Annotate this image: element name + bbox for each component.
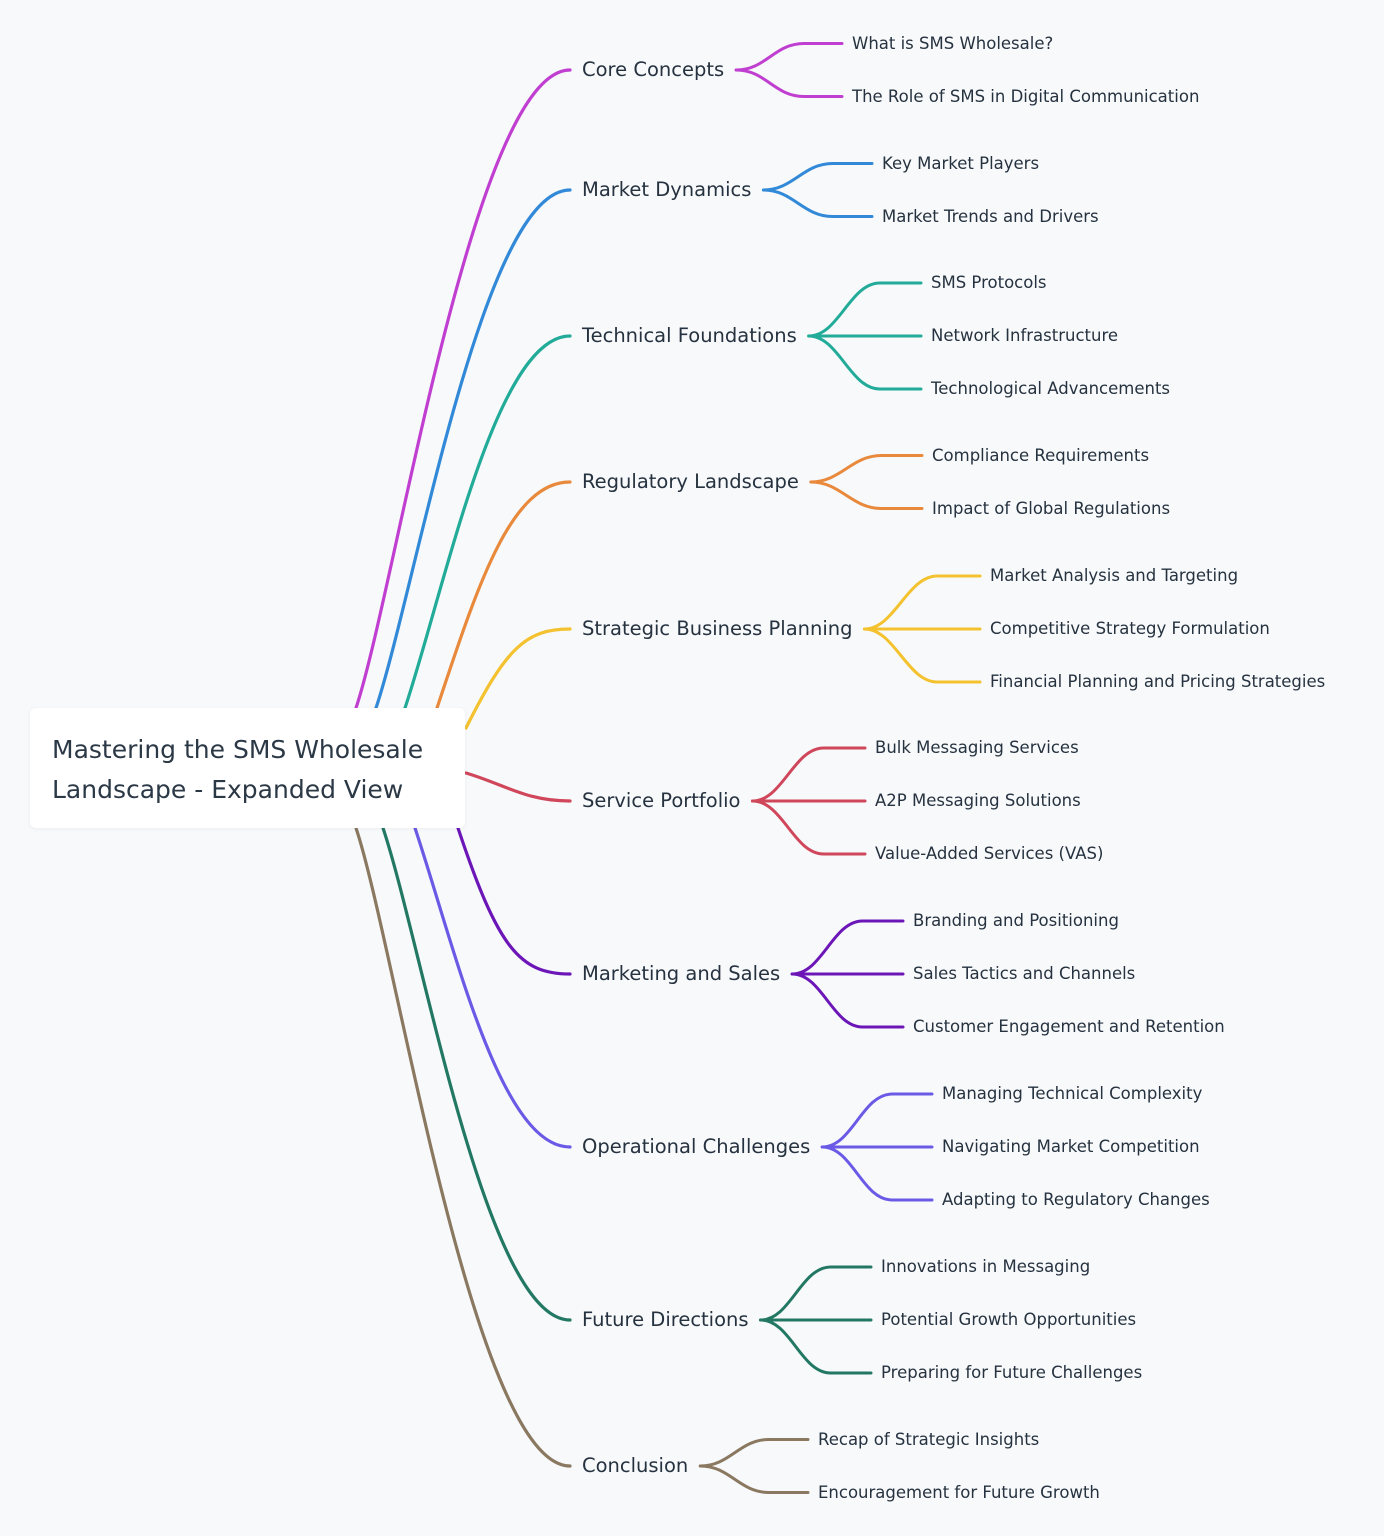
leaf-market-trends-and-drivers[interactable]: Market Trends and Drivers: [882, 206, 1099, 226]
branch-conclusion[interactable]: Conclusion: [582, 1454, 689, 1477]
connector-core-concepts-to-the-role-of-sms-in-digital-communication: [734, 68, 844, 98]
connector-conclusion-to-recap-of-strategic-insights: [698, 1438, 810, 1468]
connector-marketing-and-sales-to-customer-engagement-and-retention: [790, 972, 905, 1029]
leaf-value-added-services-vas[interactable]: Value-Added Services (VAS): [875, 844, 1104, 863]
leaf-recap-of-strategic-insights[interactable]: Recap of Strategic Insights: [818, 1429, 1040, 1449]
connector-service-portfolio-to-value-added-services-vas: [750, 799, 867, 856]
connector-service-portfolio-to-bulk-messaging-services: [750, 746, 867, 803]
central-topic-node[interactable]: Mastering the SMS Wholesale Landscape - …: [30, 708, 465, 828]
connector-marketing-and-sales-to-branding-and-positioning: [790, 919, 905, 976]
connector-future-directions-to-innovations-in-messaging: [759, 1265, 873, 1322]
connector-root-to-regulatory-landscape: [435, 480, 572, 710]
connector-root-to-operational-challenges: [413, 826, 572, 1149]
branch-strategic-business-planning[interactable]: Strategic Business Planning: [582, 617, 853, 640]
connector-root-to-service-portfolio: [464, 771, 572, 803]
leaf-encouragement-for-future-growth[interactable]: Encouragement for Future Growth: [818, 1482, 1100, 1502]
leaf-financial-planning-and-pricing-strategies[interactable]: Financial Planning and Pricing Strategie…: [990, 672, 1326, 691]
leaf-network-infrastructure[interactable]: Network Infrastructure: [931, 326, 1119, 345]
connector-root-to-marketing-and-sales: [456, 826, 572, 976]
branch-technical-foundations[interactable]: Technical Foundations: [582, 324, 797, 347]
leaf-branding-and-positioning[interactable]: Branding and Positioning: [913, 911, 1119, 930]
connector-strategic-business-planning-to-market-analysis-and-targeting: [863, 574, 982, 631]
connector-operational-challenges-to-managing-technical-complexity: [820, 1092, 934, 1149]
branch-service-portfolio[interactable]: Service Portfolio: [582, 789, 741, 812]
connector-root-to-core-concepts: [354, 68, 572, 710]
connector-core-concepts-to-what-is-sms-wholesale: [734, 42, 844, 72]
connector-market-dynamics-to-key-market-players: [761, 162, 874, 192]
connector-root-to-market-dynamics: [374, 188, 572, 710]
leaf-sms-protocols[interactable]: SMS Protocols: [931, 273, 1047, 292]
leaf-impact-of-global-regulations[interactable]: Impact of Global Regulations: [932, 498, 1171, 518]
leaf-navigating-market-competition[interactable]: Navigating Market Competition: [942, 1137, 1200, 1156]
leaf-what-is-sms-wholesale[interactable]: What is SMS Wholesale?: [852, 33, 1054, 53]
leaf-key-market-players[interactable]: Key Market Players: [882, 153, 1040, 173]
central-topic-line-2: Landscape - Expanded View: [52, 775, 404, 804]
leaf-potential-growth-opportunities[interactable]: Potential Growth Opportunities: [881, 1310, 1137, 1329]
connector-market-dynamics-to-market-trends-and-drivers: [761, 188, 874, 218]
connector-future-directions-to-preparing-for-future-challenges: [759, 1318, 873, 1375]
leaf-the-role-of-sms-in-digital-communication[interactable]: The Role of SMS in Digital Communication: [852, 86, 1200, 106]
connector-root-to-strategic-business-planning: [464, 627, 572, 730]
leaf-customer-engagement-and-retention[interactable]: Customer Engagement and Retention: [913, 1017, 1225, 1036]
leaf-competitive-strategy-formulation[interactable]: Competitive Strategy Formulation: [990, 619, 1270, 638]
connector-operational-challenges-to-adapting-to-regulatory-changes: [820, 1145, 934, 1202]
connector-technical-foundations-to-technological-advancements: [807, 334, 923, 391]
leaf-a2p-messaging-solutions[interactable]: A2P Messaging Solutions: [875, 791, 1081, 810]
connector-technical-foundations-to-sms-protocols: [807, 281, 923, 338]
leaf-bulk-messaging-services[interactable]: Bulk Messaging Services: [875, 738, 1079, 757]
branch-marketing-and-sales[interactable]: Marketing and Sales: [582, 962, 781, 985]
branch-core-concepts[interactable]: Core Concepts: [582, 58, 725, 81]
leaf-innovations-in-messaging[interactable]: Innovations in Messaging: [881, 1257, 1091, 1276]
connector-conclusion-to-encouragement-for-future-growth: [698, 1464, 810, 1494]
connector-strategic-business-planning-to-financial-planning-and-pricing-strategies: [863, 627, 982, 684]
connector-root-to-technical-foundations: [403, 334, 572, 710]
connector-root-to-future-directions: [381, 826, 572, 1322]
connector-root-to-conclusion: [354, 826, 572, 1468]
connector-regulatory-landscape-to-impact-of-global-regulations: [809, 480, 924, 510]
branch-future-directions[interactable]: Future Directions: [582, 1308, 749, 1331]
leaf-technological-advancements[interactable]: Technological Advancements: [931, 379, 1171, 398]
branch-regulatory-landscape[interactable]: Regulatory Landscape: [582, 470, 799, 493]
leaf-managing-technical-complexity[interactable]: Managing Technical Complexity: [942, 1084, 1203, 1103]
leaf-sales-tactics-and-channels[interactable]: Sales Tactics and Channels: [913, 964, 1136, 983]
leaf-preparing-for-future-challenges[interactable]: Preparing for Future Challenges: [881, 1363, 1143, 1382]
leaf-compliance-requirements[interactable]: Compliance Requirements: [932, 445, 1150, 465]
connector-regulatory-landscape-to-compliance-requirements: [809, 454, 924, 484]
leaf-adapting-to-regulatory-changes[interactable]: Adapting to Regulatory Changes: [942, 1190, 1210, 1209]
central-topic-line-1: Mastering the SMS Wholesale: [52, 735, 424, 764]
branch-operational-challenges[interactable]: Operational Challenges: [582, 1135, 811, 1158]
leaf-market-analysis-and-targeting[interactable]: Market Analysis and Targeting: [990, 566, 1239, 585]
branch-market-dynamics[interactable]: Market Dynamics: [582, 178, 752, 201]
